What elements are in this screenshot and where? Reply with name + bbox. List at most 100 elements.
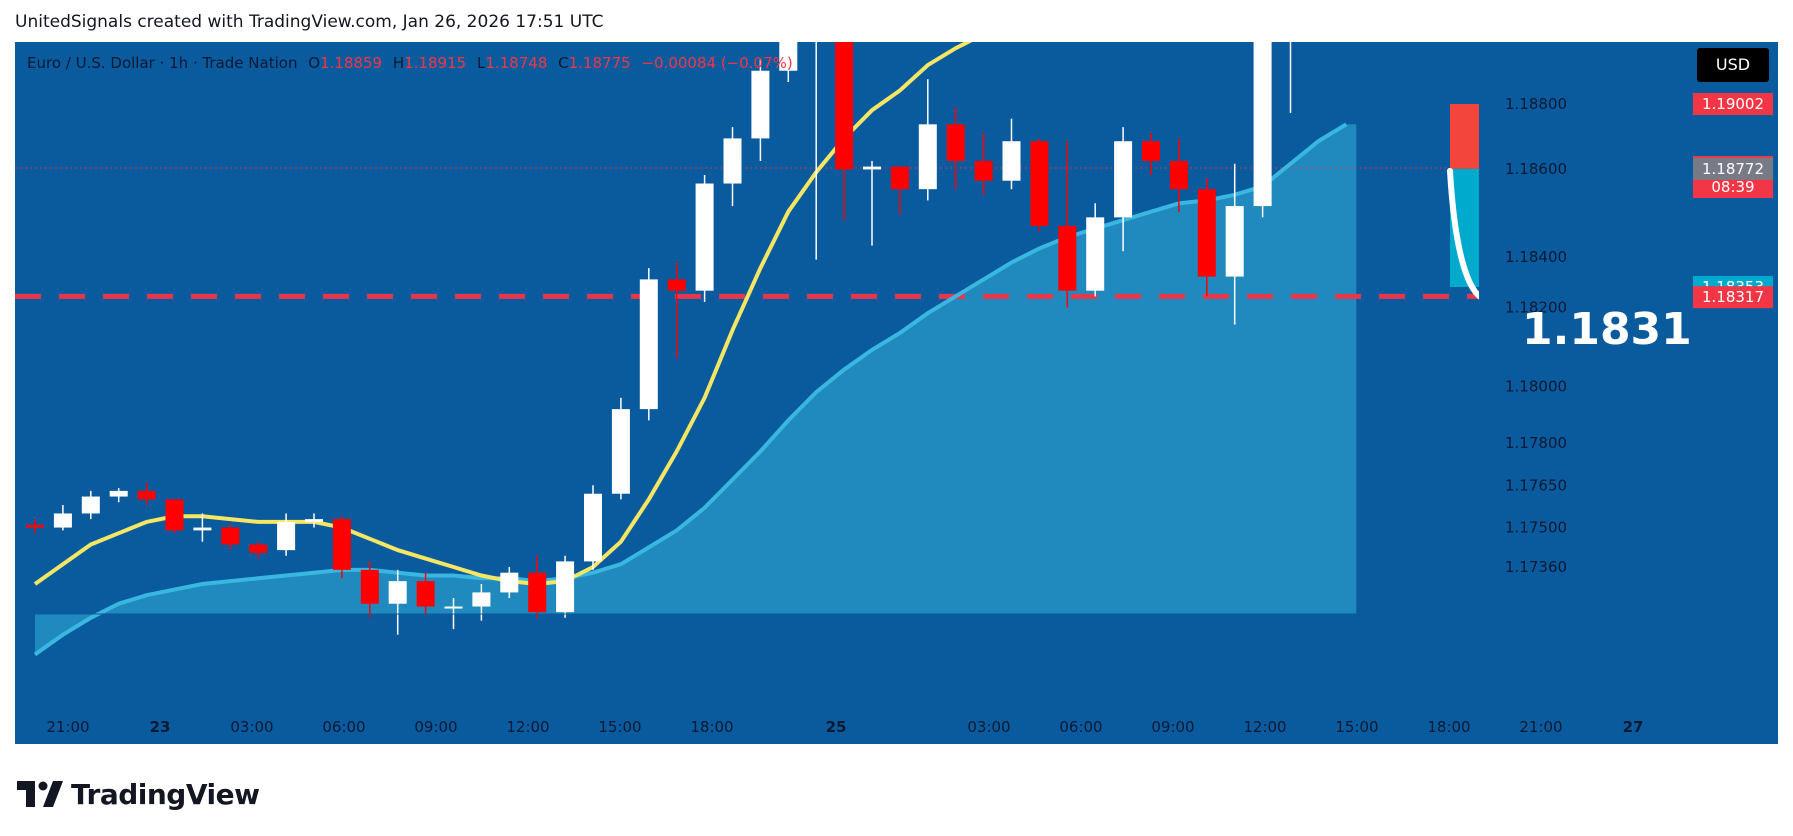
candle[interactable] bbox=[835, 42, 854, 221]
low-label: L bbox=[476, 54, 486, 72]
close-label: C bbox=[558, 54, 569, 72]
high-label: H bbox=[392, 54, 405, 72]
candle[interactable] bbox=[53, 505, 72, 531]
candle[interactable] bbox=[723, 127, 742, 207]
candle[interactable] bbox=[974, 132, 993, 195]
time-tick-label: 09:00 bbox=[1151, 718, 1194, 736]
candle[interactable] bbox=[807, 42, 825, 260]
candle-body bbox=[751, 70, 770, 139]
price-tick-label: 1.18400 bbox=[1505, 248, 1567, 266]
countdown-text: 08:39 bbox=[1711, 178, 1754, 196]
candle[interactable] bbox=[137, 482, 156, 506]
candle[interactable] bbox=[26, 519, 44, 534]
candle-body bbox=[305, 519, 323, 522]
candle[interactable] bbox=[1142, 132, 1160, 176]
candle[interactable] bbox=[388, 569, 407, 635]
candle[interactable] bbox=[360, 561, 379, 618]
close-value: 1.18775 bbox=[568, 54, 631, 72]
price-tick-label: 1.18800 bbox=[1505, 95, 1567, 113]
tradingview-logo[interactable]: TradingView bbox=[17, 774, 260, 814]
candle-body bbox=[779, 42, 798, 71]
candle[interactable] bbox=[779, 42, 798, 83]
tradingview-wordmark: TradingView bbox=[71, 777, 260, 811]
candle[interactable] bbox=[918, 79, 937, 201]
candle-body bbox=[500, 572, 519, 593]
candle[interactable] bbox=[1225, 163, 1244, 325]
candle[interactable] bbox=[109, 488, 128, 503]
candle[interactable] bbox=[556, 555, 575, 618]
candle[interactable] bbox=[1282, 42, 1300, 114]
candlestick-chart[interactable]: 1.18800 1.18600 1.18400 1.18200 1.18000 1.178… bbox=[15, 42, 1778, 744]
change-value: −0.00084 (−0.07%) bbox=[641, 54, 793, 72]
candle[interactable] bbox=[946, 107, 965, 190]
chart-caption: UnitedSignals created with TradingView.c… bbox=[15, 12, 604, 32]
candle-body bbox=[388, 581, 407, 604]
tradingview-logo-icon bbox=[17, 781, 63, 807]
candle[interactable] bbox=[472, 583, 491, 621]
candle-body bbox=[81, 496, 100, 514]
price-tick-label: 1.17800 bbox=[1505, 434, 1567, 452]
time-tick-label: 15:00 bbox=[1335, 718, 1378, 736]
price-label-text: 1.18317 bbox=[1702, 288, 1764, 306]
candle-body bbox=[1058, 225, 1077, 291]
candle[interactable] bbox=[863, 160, 881, 246]
price-tick-label: 1.17650 bbox=[1505, 476, 1567, 494]
candle[interactable] bbox=[193, 513, 212, 542]
candle-body bbox=[863, 166, 881, 170]
candle-body bbox=[221, 527, 240, 545]
candle[interactable] bbox=[221, 524, 240, 551]
price-label-tag bbox=[1693, 157, 1773, 180]
candle[interactable] bbox=[695, 175, 714, 302]
candle[interactable] bbox=[1086, 203, 1105, 297]
candle[interactable] bbox=[639, 268, 658, 421]
candle[interactable] bbox=[249, 541, 268, 559]
candle-body bbox=[890, 166, 909, 190]
candle[interactable] bbox=[890, 166, 909, 215]
candle-body bbox=[53, 513, 72, 528]
candle-body bbox=[1225, 206, 1244, 277]
candle[interactable] bbox=[81, 490, 100, 520]
candle[interactable] bbox=[332, 516, 351, 579]
candle-body bbox=[918, 124, 937, 190]
candle[interactable] bbox=[305, 513, 323, 528]
candle-body bbox=[137, 490, 156, 500]
price-label-tag bbox=[1693, 286, 1773, 309]
candle[interactable] bbox=[416, 572, 435, 615]
time-tick-label: 03:00 bbox=[230, 718, 273, 736]
symbol-legend[interactable]: Euro / U.S. Dollar · 1h · Trade Nation O… bbox=[27, 54, 793, 72]
chart-frame[interactable]: 1.18800 1.18600 1.18400 1.18200 1.18000 1.178… bbox=[15, 42, 1778, 744]
candle[interactable] bbox=[1058, 141, 1077, 308]
price-tick-label: 1.18200 bbox=[1505, 299, 1567, 317]
candle-body bbox=[193, 527, 212, 531]
candle-body bbox=[1086, 217, 1105, 291]
target-annotation: 1.1831 bbox=[1522, 304, 1692, 355]
candle-body bbox=[695, 183, 714, 291]
candle[interactable] bbox=[1169, 138, 1188, 212]
candle[interactable] bbox=[1002, 118, 1021, 190]
time-tick-label: 03:00 bbox=[967, 718, 1010, 736]
candle[interactable] bbox=[1253, 42, 1272, 218]
open-value: 1.18859 bbox=[320, 54, 383, 72]
candle[interactable] bbox=[667, 262, 686, 359]
candle[interactable] bbox=[751, 59, 770, 161]
candle[interactable] bbox=[528, 555, 547, 618]
time-tick-label: 25 bbox=[826, 718, 847, 736]
candle[interactable] bbox=[584, 485, 602, 570]
time-tick-label: 18:00 bbox=[1427, 718, 1470, 736]
candle-body bbox=[556, 561, 575, 613]
price-label-text: 1.18772 bbox=[1702, 160, 1764, 178]
candle-body bbox=[1002, 141, 1021, 181]
currency-button[interactable]: USD bbox=[1697, 48, 1769, 82]
candle[interactable] bbox=[611, 397, 630, 500]
candle[interactable] bbox=[500, 567, 519, 599]
time-tick-label: 12:00 bbox=[1243, 718, 1286, 736]
candle[interactable] bbox=[165, 499, 184, 534]
candle[interactable] bbox=[1114, 127, 1133, 252]
candle[interactable] bbox=[1197, 177, 1216, 297]
candle-body bbox=[277, 521, 296, 551]
candle[interactable] bbox=[277, 513, 296, 556]
candle[interactable] bbox=[1030, 138, 1049, 232]
time-tick-label: 12:00 bbox=[506, 718, 549, 736]
candle-body bbox=[835, 42, 854, 170]
time-tick-label: 09:00 bbox=[414, 718, 457, 736]
